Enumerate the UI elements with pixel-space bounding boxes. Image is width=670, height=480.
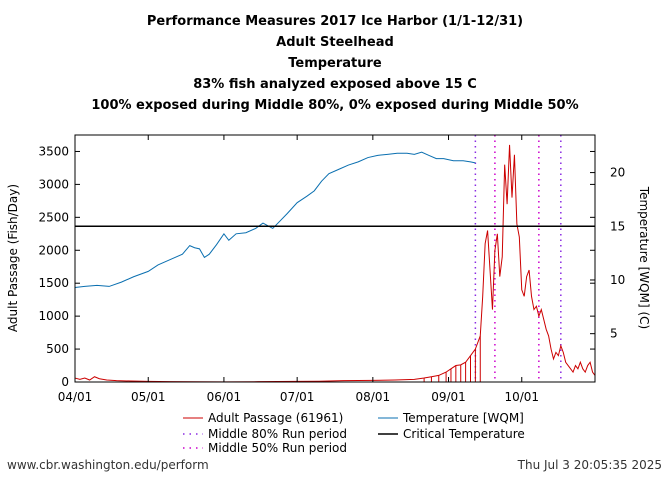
plot-area <box>74 135 596 383</box>
y-axis-label: Adult Passage (Fish/Day) <box>6 184 20 332</box>
y2-tick-label: 10 <box>610 273 625 287</box>
chart-title-line-1: Performance Measures 2017 Ice Harbor (1/… <box>146 14 524 29</box>
x-tick-label: 08/01 <box>356 390 391 404</box>
y-tick-label: 2000 <box>38 243 69 257</box>
legend-label-critical: Critical Temperature <box>403 427 525 441</box>
y2-tick-label: 15 <box>610 219 625 233</box>
legend-label-middle50: Middle 50% Run period <box>208 441 347 455</box>
temperature-series-line <box>74 151 476 288</box>
footer-source-link[interactable]: www.cbr.washington.edu/perform <box>7 458 209 472</box>
y-tick-label: 3500 <box>38 144 69 158</box>
passage-series-line <box>74 144 596 383</box>
axes: Adult Passage (Fish/Day) Temperature [WQ… <box>6 134 651 404</box>
y-tick-label: 1000 <box>38 309 69 323</box>
footer-timestamp: Thu Jul 3 20:05:35 2025 <box>517 458 662 472</box>
y-tick-label: 3000 <box>38 177 69 191</box>
chart-title-line-2: Adult Steelhead <box>276 35 394 50</box>
y-tick-label: 2500 <box>38 210 69 224</box>
chart-title-line-4: 83% fish analyzed exposed above 15 C <box>193 77 477 92</box>
legend-label-middle80: Middle 80% Run period <box>208 427 347 441</box>
x-tick-label: 10/01 <box>504 390 539 404</box>
plot-frame <box>74 134 596 383</box>
y-tick-label: 0 <box>61 375 69 389</box>
legend-label-passage: Adult Passage (61961) <box>208 411 343 425</box>
x-tick-label: 04/01 <box>58 390 93 404</box>
y2-tick-label: 5 <box>610 327 618 341</box>
legend: Adult Passage (61961) Temperature [WQM] Mi… <box>183 411 525 455</box>
y-tick-label: 500 <box>46 342 69 356</box>
x-tick-label: 09/01 <box>431 390 466 404</box>
legend-label-temperature: Temperature [WQM] <box>402 411 524 425</box>
y-tick-label: 1500 <box>38 276 69 290</box>
y2-tick-label: 20 <box>610 166 625 180</box>
x-tick-label: 06/01 <box>207 390 242 404</box>
x-tick-label: 07/01 <box>280 390 315 404</box>
chart-title-line-3: Temperature <box>288 56 382 71</box>
chart-title-line-5: 100% exposed during Middle 80%, 0% expos… <box>91 98 579 113</box>
x-tick-label: 05/01 <box>131 390 166 404</box>
y2-axis-label: Temperature [WQM] (C) <box>637 186 651 329</box>
